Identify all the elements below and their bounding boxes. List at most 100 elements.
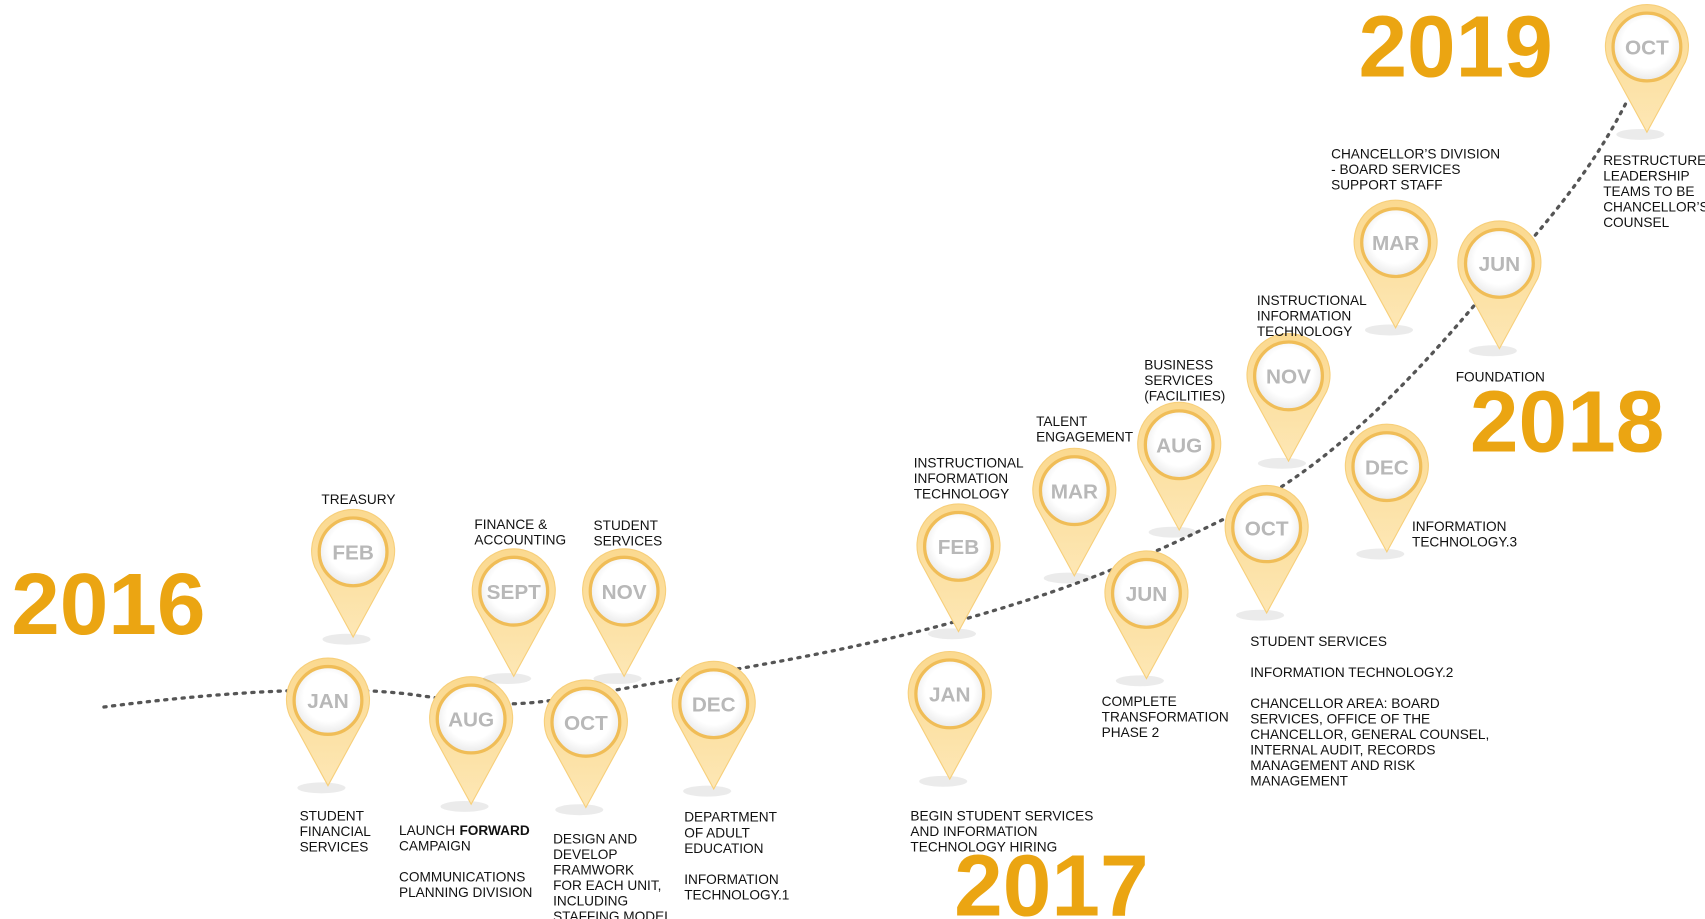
- pin-face: [588, 555, 660, 627]
- caption-run: LAUNCH: [399, 823, 455, 838]
- caption-line: TRANSFORMATION: [1102, 709, 1229, 724]
- pin-face: [1252, 340, 1325, 412]
- pin-face: [550, 686, 622, 758]
- caption-line: TECHNOLOGY: [1257, 324, 1353, 339]
- caption-line: INFORMATION: [684, 872, 778, 887]
- pin-shadow: [297, 782, 346, 794]
- pin-month: FEB: [332, 541, 374, 564]
- pin-shadow: [1115, 675, 1164, 687]
- pin-shadow: [1364, 324, 1414, 336]
- pin-month: JUN: [1126, 583, 1168, 606]
- caption-line: FOR EACH UNIT,: [553, 878, 661, 893]
- year-label: 2018: [1470, 372, 1664, 470]
- caption-line: INFORMATION TECHNOLOGY.2: [1250, 665, 1453, 680]
- caption-line: STAFFING MODEL: [553, 909, 672, 919]
- pin-month: NOV: [602, 581, 647, 604]
- trend-curve: [102, 96, 1630, 709]
- caption-line: INFORMATION: [1412, 519, 1506, 534]
- caption-line: RESTRUCTURED: [1603, 153, 1705, 168]
- caption-line: TREASURY: [321, 492, 395, 507]
- caption-line: CHANCELLOR’S DIVISION: [1331, 146, 1500, 161]
- caption-line: INSTRUCTIONAL: [1257, 293, 1367, 308]
- caption-line: OF ADULT: [684, 825, 750, 840]
- caption-line: COUNSEL: [1603, 215, 1669, 230]
- caption-line: TECHNOLOGY HIRING: [910, 840, 1057, 855]
- pin-face: [317, 516, 389, 588]
- caption-line: TECHNOLOGY.1: [684, 887, 789, 902]
- pin-face: [922, 510, 995, 582]
- caption-line: COMMUNICATIONS: [399, 869, 525, 884]
- caption-line: INTERNAL AUDIT, RECORDS: [1250, 742, 1435, 757]
- pin-shadow: [683, 785, 732, 797]
- caption-line: CAMPAIGN: [399, 838, 471, 853]
- caption-line: TECHNOLOGY.3: [1412, 535, 1517, 550]
- pin: FEB TREASURY: [311, 492, 395, 645]
- pin-shadow: [1356, 548, 1405, 560]
- pin-shadow: [1468, 345, 1517, 357]
- caption-line: TEAMS TO BE: [1603, 184, 1694, 199]
- pin-shadow: [927, 628, 976, 640]
- caption-line: - BOARD SERVICES: [1331, 162, 1460, 177]
- pin-month: JAN: [929, 684, 971, 707]
- pin-shadow: [1236, 609, 1285, 621]
- pin-face: [678, 668, 750, 740]
- pin: SEPT FINANCE &ACCOUNTING: [471, 517, 566, 685]
- caption-line: DEVELOP: [553, 847, 617, 862]
- caption-line: SERVICES: [594, 533, 663, 548]
- caption-line: EDUCATION: [684, 841, 763, 856]
- caption-line: MANAGEMENT: [1250, 773, 1348, 788]
- pin-month: JUN: [1479, 253, 1521, 276]
- pin: MAR CHANCELLOR’S DIVISION- BOARD SERVICES…: [1331, 146, 1500, 336]
- pin-shadow: [1148, 526, 1197, 538]
- caption-line: FRAMWORK: [553, 863, 634, 878]
- pin-month: OCT: [1245, 517, 1289, 540]
- pin-month: MAR: [1051, 480, 1098, 503]
- pin-month: SEPT: [487, 581, 542, 604]
- pin-face: [1231, 492, 1303, 564]
- caption-line: DESIGN AND: [553, 832, 637, 847]
- caption-line: PLANNING DIVISION: [399, 885, 532, 900]
- pin-shadow: [555, 804, 604, 816]
- caption-line: TECHNOLOGY: [914, 487, 1010, 502]
- pin-month: MAR: [1372, 232, 1419, 255]
- caption-line: INSTRUCTIONAL: [914, 456, 1024, 471]
- caption-line: STUDENT: [594, 518, 659, 533]
- caption-line: DEPARTMENT: [684, 810, 777, 825]
- pin-shadow: [322, 633, 371, 645]
- pin-month: NOV: [1266, 366, 1311, 389]
- pin-face: [914, 658, 986, 730]
- caption-line: SUPPORT STAFF: [1331, 177, 1442, 192]
- pin-shadow: [1257, 457, 1306, 469]
- caption-line: SERVICES: [300, 840, 369, 855]
- pin-month: OCT: [1625, 37, 1669, 60]
- pin-face: [1351, 431, 1423, 503]
- pin-month: AUG: [448, 709, 494, 732]
- caption-line: INFORMATION: [1257, 308, 1351, 323]
- pin-month: OCT: [564, 712, 608, 735]
- caption-line: MANAGEMENT AND RISK: [1250, 758, 1415, 773]
- year-label: 2019: [1358, 0, 1552, 95]
- pin-face: [478, 555, 550, 627]
- year-label: 2016: [11, 555, 205, 653]
- pin-month: FEB: [938, 536, 980, 559]
- pin-shadow: [919, 775, 968, 787]
- caption-line: AND INFORMATION: [910, 824, 1037, 839]
- caption-line: ENGAGEMENT: [1036, 430, 1134, 445]
- pin-month: AUG: [1156, 434, 1202, 457]
- pin-shadow: [483, 673, 532, 685]
- caption-line: COMPLETE: [1102, 694, 1177, 709]
- caption-line: (FACILITIES): [1144, 388, 1225, 403]
- pin-month: DEC: [692, 693, 736, 716]
- pin-face: [1463, 227, 1535, 299]
